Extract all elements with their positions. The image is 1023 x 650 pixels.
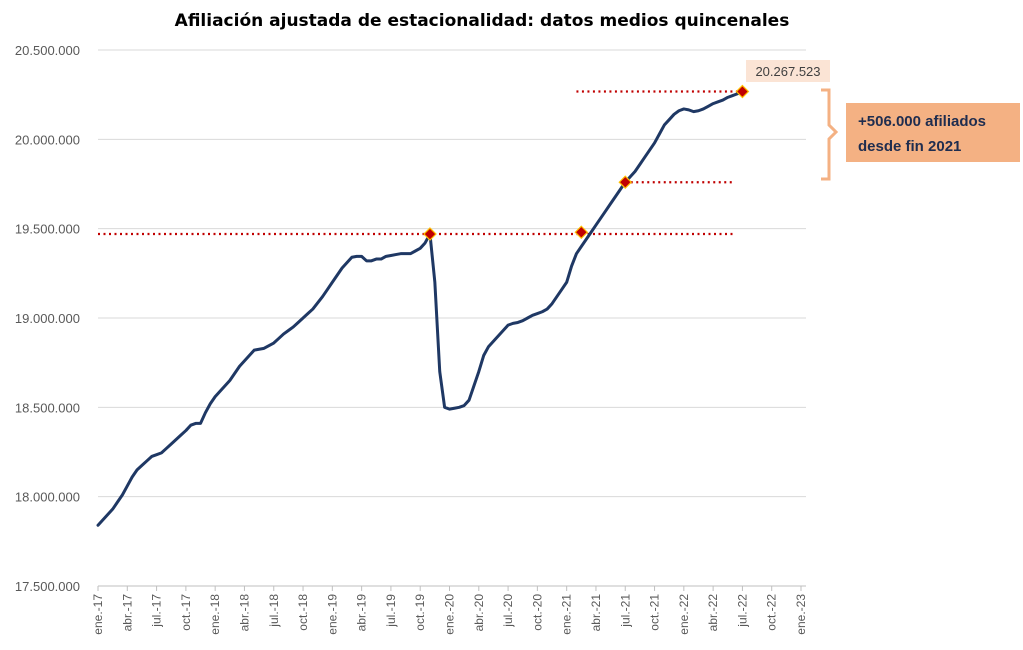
y-tick-label: 18.000.000 xyxy=(15,490,80,505)
x-tick-label: ene.-22 xyxy=(677,594,691,635)
x-tick-label: jul.-20 xyxy=(501,594,515,628)
x-tick-label: oct.-22 xyxy=(765,594,779,631)
annotation-callout: +506.000 afiliados desde fin 2021 xyxy=(846,103,1020,162)
x-tick-label: ene.-21 xyxy=(560,594,574,635)
x-tick-label: ene.-18 xyxy=(208,594,222,635)
reference-lines xyxy=(98,90,743,236)
y-tick-label: 19.500.000 xyxy=(15,222,80,237)
x-tick-label: oct.-17 xyxy=(179,594,193,631)
x-tick-label: ene.-19 xyxy=(325,594,339,635)
value-label-bg xyxy=(746,60,830,82)
series-layer xyxy=(96,90,744,527)
x-tick-label: oct.-18 xyxy=(296,594,310,631)
y-axis: 17.500.000 18.000.000 18.500.000 19.000.000… xyxy=(15,43,80,594)
x-tick-label: oct.-19 xyxy=(413,594,427,631)
x-tick-label: abr.-21 xyxy=(589,594,603,632)
grid-lines xyxy=(98,49,806,498)
x-axis: ene.-17 abr.-17 jul.-17 oct.-17 ene.-18 abr.-… xyxy=(91,585,808,635)
data-marker xyxy=(423,227,437,241)
chart-title: Afiliación ajustada de estacionalidad: d… xyxy=(175,11,790,31)
annotation-line-2: desde fin 2021 xyxy=(858,138,961,155)
x-tick-label: oct.-21 xyxy=(648,594,662,631)
value-label: 20.267.523 xyxy=(755,64,820,79)
x-tick-label: abr.-17 xyxy=(120,594,134,632)
x-tick-label: abr.-19 xyxy=(355,594,369,632)
y-tick-label: 17.500.000 xyxy=(15,579,80,594)
annotation-box xyxy=(846,103,1020,162)
x-tick-label: jul.-18 xyxy=(267,594,281,628)
value-label-box: 20.267.523 xyxy=(746,60,830,82)
x-tick-label: abr.-18 xyxy=(237,594,251,632)
x-tick-label: ene.-17 xyxy=(91,594,105,635)
annotation-line-1: +506.000 afiliados xyxy=(858,113,986,130)
x-tick-label: abr.-20 xyxy=(472,594,486,632)
x-tick-label: jul.-22 xyxy=(735,594,749,628)
x-tick-label: abr.-22 xyxy=(706,594,720,632)
y-tick-label: 19.000.000 xyxy=(15,311,80,326)
annotation-brace xyxy=(821,88,839,181)
y-tick-label: 18.500.000 xyxy=(15,400,80,415)
y-tick-label: 20.500.000 xyxy=(15,43,80,58)
x-tick-label: jul.-17 xyxy=(150,594,164,628)
series-line xyxy=(96,90,744,527)
y-tick-label: 20.000.000 xyxy=(15,132,80,147)
data-marker xyxy=(574,225,589,240)
data-marker xyxy=(618,175,633,190)
x-tick-label: ene.-20 xyxy=(443,594,457,635)
markers-layer xyxy=(423,84,750,241)
x-tick-label: ene.-23 xyxy=(794,594,808,635)
x-tick-label: jul.-21 xyxy=(618,594,632,628)
data-marker xyxy=(735,84,750,99)
x-tick-label: oct.-20 xyxy=(530,594,544,631)
x-tick-label: jul.-19 xyxy=(384,594,398,628)
